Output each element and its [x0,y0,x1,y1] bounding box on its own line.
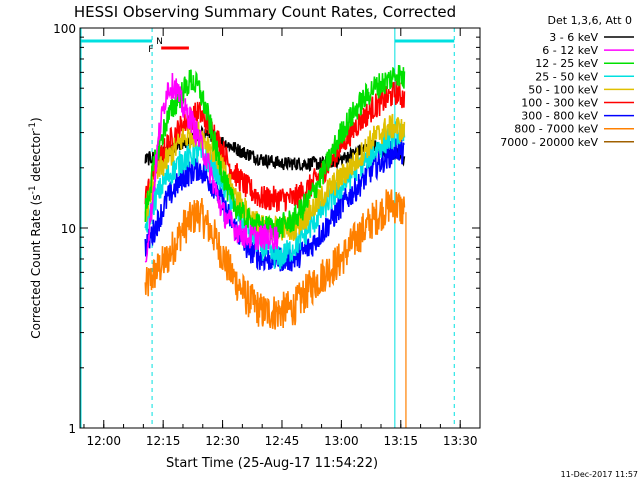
y-tick-label-0: 1 [68,422,76,436]
series-line-7 [144,189,406,330]
legend-label-2: 12 - 25 keV [535,57,598,70]
y-axis-label: Corrected Count Rate (s-1 detector-1) [28,117,43,338]
legend-label-3: 25 - 50 keV [535,70,598,83]
legend-label-7: 800 - 7000 keV [514,123,598,136]
series-line-1 [144,72,279,263]
y-axis-label-sup-2: -1 [28,122,38,131]
x-axis-ticks: 12:00 12:15 12:30 12:45 13:00 13:15 13:30 [83,28,481,448]
series-layer [144,64,407,428]
footer-timestamp: 11-Dec-2017 11:57 [561,470,638,479]
night-flag-label: N [156,37,163,47]
x-tick-label-1: 12:15 [146,434,181,448]
legend-label-0: 3 - 6 keV [549,31,598,44]
legend-label-6: 300 - 800 keV [521,110,598,123]
legend-label-4: 50 - 100 keV [528,83,598,96]
y-tick-label-2: 100 [53,22,76,36]
x-tick-label-6: 13:30 [443,434,478,448]
series-line-3 [144,121,406,270]
x-tick-label-0: 12:00 [86,434,121,448]
legend-label-5: 100 - 300 keV [521,97,598,110]
y-tick-label-1: 10 [61,222,76,236]
y-axis-ticks: 1 10 100 [53,22,480,436]
plot-frame [79,27,481,429]
chart-title: HESSI Observing Summary Count Rates, Cor… [74,3,456,21]
legend-title: Det 1,3,6, Att 0 [548,14,632,27]
legend-label-8: 7000 - 20000 keV [500,136,598,149]
y-axis-label-sup-1: -1 [28,185,38,194]
y-axis-label-suffix: ) [29,117,43,122]
y-axis-label-mid: detector [29,131,43,186]
x-tick-label-3: 12:45 [265,434,300,448]
flare-flag-label: F [148,45,153,55]
x-tick-label-4: 13:00 [324,434,359,448]
x-tick-label-5: 13:15 [383,434,418,448]
x-tick-label-2: 12:30 [205,434,240,448]
y-axis-label-prefix: Corrected Count Rate (s [29,194,43,338]
legend-label-1: 6 - 12 keV [542,44,598,57]
x-axis-label: Start Time (25-Aug-17 11:54:22) [166,456,378,471]
